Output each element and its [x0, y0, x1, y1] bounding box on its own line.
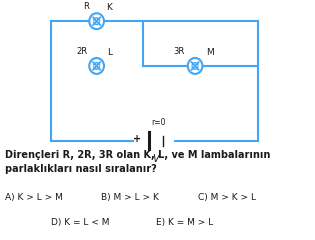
Text: E) K = M > L: E) K = M > L — [157, 218, 214, 227]
Text: +: + — [133, 133, 141, 144]
Text: D) K = L < M: D) K = L < M — [51, 218, 109, 227]
Text: L: L — [107, 48, 112, 57]
Text: B) M > L > K: B) M > L > K — [101, 193, 159, 202]
Text: V: V — [152, 155, 159, 164]
Text: A) K > L > M: A) K > L > M — [5, 193, 62, 202]
Text: 2R: 2R — [76, 47, 88, 56]
Text: 3R: 3R — [173, 47, 184, 56]
Text: M: M — [206, 48, 214, 57]
Circle shape — [89, 58, 104, 74]
Text: K: K — [106, 3, 112, 12]
Circle shape — [188, 58, 203, 74]
Text: Dirençleri R, 2R, 3R olan K, L, ve M lambalarının
parlaklıkları nasıl sıralanır?: Dirençleri R, 2R, 3R olan K, L, ve M lam… — [5, 150, 270, 174]
Circle shape — [89, 13, 104, 29]
Text: R: R — [83, 2, 89, 11]
Text: C) M > K > L: C) M > K > L — [198, 193, 256, 202]
Text: r=0: r=0 — [151, 118, 165, 127]
